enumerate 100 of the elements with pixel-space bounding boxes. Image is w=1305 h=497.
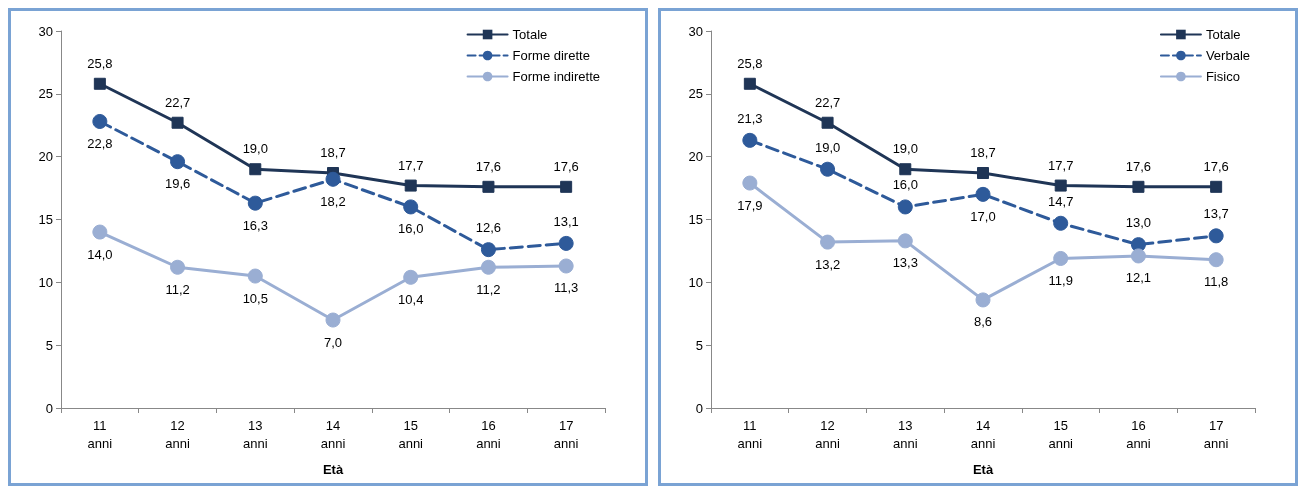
point <box>897 233 913 249</box>
x-tick-label: 15 anni <box>398 417 424 451</box>
data-label: 21,3 <box>737 110 763 126</box>
x-tick-label: 17 anni <box>553 417 579 451</box>
data-label: 17,9 <box>737 197 763 213</box>
data-label: 16,3 <box>242 217 268 233</box>
point <box>249 163 262 176</box>
data-label: 14,7 <box>1048 193 1074 209</box>
legend-label: Forme dirette <box>512 48 590 63</box>
point <box>92 113 108 129</box>
point <box>975 292 991 308</box>
data-label: 12,6 <box>475 220 502 236</box>
point <box>325 312 341 328</box>
y-tick-label: 25 <box>688 86 703 102</box>
x-tick-label: 11 anni <box>737 417 763 451</box>
point <box>403 269 419 285</box>
data-label: 7,0 <box>323 334 343 350</box>
y-tick-label: 10 <box>688 274 703 290</box>
legend-label: Forme indirette <box>512 69 600 84</box>
y-tick-label: 5 <box>695 337 703 353</box>
point <box>170 259 186 275</box>
point <box>325 171 341 187</box>
data-label: 13,1 <box>553 213 579 229</box>
y-tick-label: 30 <box>38 23 53 39</box>
data-label: 17,7 <box>398 157 424 173</box>
point <box>404 179 417 192</box>
legend-label: Fisico <box>1205 69 1240 84</box>
data-label: 22,8 <box>87 135 113 151</box>
data-label: 25,8 <box>737 55 763 71</box>
data-label: 12,1 <box>1125 270 1152 286</box>
point <box>247 268 263 284</box>
data-label: 16,0 <box>398 221 424 237</box>
data-label: 16,0 <box>892 177 918 193</box>
point <box>560 180 573 193</box>
point <box>820 234 836 250</box>
point <box>558 258 574 274</box>
y-tick-label: 0 <box>695 400 703 416</box>
point <box>1208 252 1224 268</box>
data-label: 13,7 <box>1203 206 1229 222</box>
x-tick-label: 16 anni <box>476 417 501 451</box>
x-tick-label: 16 anni <box>1126 417 1151 451</box>
legend-label: Totale <box>1205 27 1241 42</box>
y-tick-label: 25 <box>38 86 53 102</box>
data-label: 8,6 <box>973 314 993 330</box>
x-axis-title: Età <box>972 462 994 477</box>
x-tick-label: 17 anni <box>1203 417 1229 451</box>
data-label: 11,9 <box>1048 272 1073 288</box>
y-tick-label: 10 <box>38 274 53 290</box>
data-label: 13,0 <box>1125 215 1152 231</box>
point <box>480 259 496 275</box>
y-tick-label: 15 <box>38 212 53 227</box>
point <box>1208 228 1224 244</box>
data-label: 11,3 <box>553 280 579 296</box>
data-label: 17,0 <box>970 208 996 224</box>
data-label: 11,2 <box>476 281 501 297</box>
data-label: 19,0 <box>892 141 918 157</box>
data-label: 19,6 <box>164 176 191 192</box>
data-label: 13,2 <box>814 256 841 272</box>
point <box>1130 248 1146 264</box>
point <box>1132 180 1145 193</box>
point <box>170 154 186 170</box>
data-label: 19,0 <box>242 141 268 157</box>
data-label: 19,0 <box>814 139 841 155</box>
point <box>480 242 496 258</box>
data-label: 10,5 <box>242 290 268 306</box>
data-label: 13,3 <box>892 255 918 271</box>
point <box>93 77 106 90</box>
point <box>171 116 184 129</box>
y-tick-label: 30 <box>688 23 703 39</box>
data-label: 22,7 <box>164 94 191 110</box>
point <box>1210 180 1223 193</box>
data-label: 11,2 <box>165 281 190 297</box>
point <box>1053 215 1069 231</box>
data-label: 22,7 <box>814 94 841 110</box>
point <box>247 195 263 211</box>
data-label: 10,4 <box>398 291 424 307</box>
x-tick-label: 11 anni <box>87 417 113 451</box>
legend-label: Verbale <box>1205 48 1250 63</box>
data-label: 18,7 <box>320 145 346 160</box>
point <box>482 180 495 193</box>
y-tick-label: 5 <box>45 337 53 353</box>
data-label: 17,6 <box>1203 158 1229 174</box>
point <box>742 175 758 191</box>
data-label: 11,8 <box>1203 274 1229 290</box>
x-tick-label: 13 anni <box>893 417 918 451</box>
data-label: 17,6 <box>1125 158 1152 174</box>
point <box>742 132 758 148</box>
point <box>1054 179 1067 192</box>
point <box>975 186 991 202</box>
point <box>820 161 836 177</box>
x-axis-title: Età <box>322 462 344 477</box>
x-tick-label: 12 anni <box>165 417 190 451</box>
point <box>1053 250 1069 266</box>
x-tick-label: 14 anni <box>970 417 996 451</box>
legend-label: Totale <box>512 27 548 42</box>
point <box>92 224 108 240</box>
point <box>897 199 913 215</box>
data-label: 14,0 <box>87 246 113 262</box>
point <box>899 163 912 176</box>
data-label: 18,2 <box>320 193 346 209</box>
